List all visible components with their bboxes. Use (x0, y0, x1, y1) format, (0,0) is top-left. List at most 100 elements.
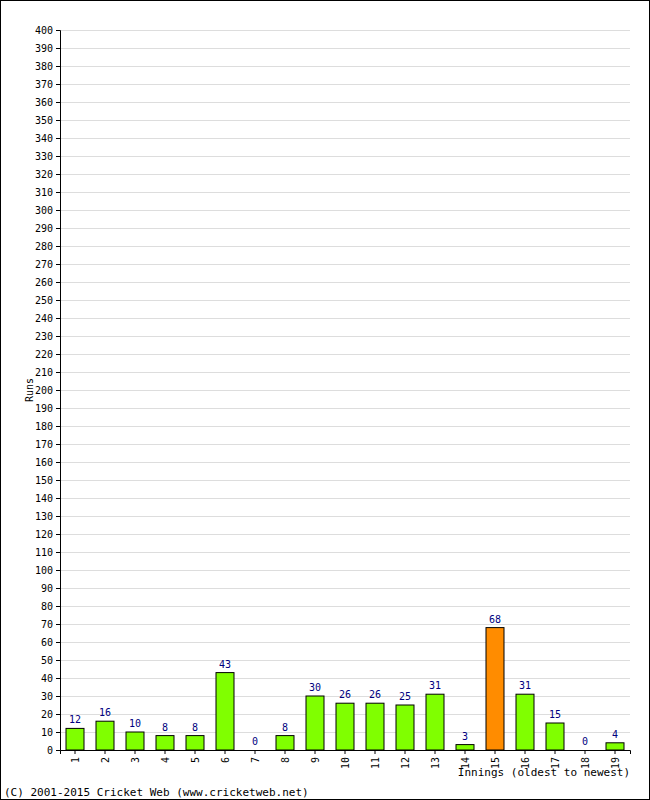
y-tick-label: 160 (35, 457, 53, 468)
y-tick-label: 70 (41, 619, 53, 630)
x-tick-mark (105, 750, 106, 754)
x-tick-mark (405, 750, 406, 754)
y-axis-title: Runs (24, 378, 35, 402)
x-tick-label: 8 (280, 757, 291, 763)
x-tick: 10 (340, 750, 351, 769)
y-tick-label: 290 (35, 223, 53, 234)
x-tick-mark (555, 750, 556, 754)
y-tick-mark (56, 318, 60, 319)
bar (486, 628, 504, 750)
y-axis: 0102030405060708090100110120130140150160… (35, 25, 61, 756)
y-tick: 360 (35, 97, 60, 108)
y-tick: 80 (41, 601, 60, 612)
y-tick-label: 380 (35, 61, 53, 72)
y-tick: 230 (35, 331, 60, 342)
bar (276, 736, 294, 750)
y-tick-mark (56, 282, 60, 283)
data-label: 0 (582, 736, 588, 747)
x-tick-mark (225, 750, 226, 754)
y-tick-label: 360 (35, 97, 53, 108)
y-tick: 350 (35, 115, 60, 126)
y-tick-mark (56, 408, 60, 409)
y-tick-label: 210 (35, 367, 53, 378)
y-tick-mark (56, 210, 60, 211)
x-tick: 9 (310, 750, 321, 763)
y-tick-mark (56, 516, 60, 517)
grid-line (60, 390, 630, 391)
y-tick-label: 130 (35, 511, 53, 522)
x-tick-label: 7 (250, 757, 261, 763)
y-tick: 280 (35, 241, 60, 252)
grid-line (60, 516, 630, 517)
y-tick-label: 20 (41, 709, 53, 720)
x-axis-line (61, 751, 631, 755)
y-tick-mark (56, 606, 60, 607)
y-tick-mark (56, 642, 60, 643)
x-tick-mark (255, 750, 256, 754)
grid-line (60, 336, 630, 337)
y-tick-mark (56, 372, 60, 373)
grid-line (60, 660, 630, 661)
data-label: 10 (129, 718, 141, 729)
data-label: 26 (369, 689, 381, 700)
x-tick-mark (465, 750, 466, 754)
y-tick: 140 (35, 493, 60, 504)
x-tick-mark (585, 750, 586, 754)
data-label: 16 (99, 707, 111, 718)
y-tick-label: 270 (35, 259, 53, 270)
bar (426, 694, 444, 750)
x-tick: 12 (400, 750, 411, 769)
y-tick: 340 (35, 133, 60, 144)
y-tick-label: 180 (35, 421, 53, 432)
y-tick-label: 310 (35, 187, 53, 198)
y-tick: 50 (41, 655, 60, 666)
data-label: 25 (399, 691, 411, 702)
data-label: 31 (519, 680, 531, 691)
y-tick-mark (56, 570, 60, 571)
data-labels: 1216108843083026262531368311504 (69, 614, 618, 747)
grid-line (60, 300, 630, 301)
y-tick: 310 (35, 187, 60, 198)
plot: 1216108843083026262531368311504010203040… (35, 25, 631, 769)
y-tick-mark (56, 552, 60, 553)
bar (606, 743, 624, 750)
grid-line (60, 624, 630, 625)
y-tick-mark (56, 390, 60, 391)
chart: 1216108843083026262531368311504010203040… (0, 0, 650, 800)
data-label: 31 (429, 680, 441, 691)
y-tick-mark (56, 66, 60, 67)
y-tick-label: 370 (35, 79, 53, 90)
y-tick-mark (56, 354, 60, 355)
data-label: 43 (219, 659, 231, 670)
bar (96, 721, 114, 750)
y-tick-mark (56, 156, 60, 157)
y-tick-label: 50 (41, 655, 53, 666)
bar (366, 703, 384, 750)
bar (126, 732, 144, 750)
y-tick: 380 (35, 61, 60, 72)
x-tick-mark (75, 750, 76, 754)
y-tick: 110 (35, 547, 60, 558)
y-tick-label: 120 (35, 529, 53, 540)
x-tick-mark (285, 750, 286, 754)
grid-line (60, 120, 630, 121)
x-tick: 8 (280, 750, 291, 763)
y-tick-label: 400 (35, 25, 53, 36)
y-tick-label: 260 (35, 277, 53, 288)
y-tick: 210 (35, 367, 60, 378)
grid-line (60, 480, 630, 481)
x-tick: 3 (130, 750, 141, 763)
x-tick-label: 3 (130, 757, 141, 763)
y-tick: 220 (35, 349, 60, 360)
y-tick-mark (56, 426, 60, 427)
bar (396, 705, 414, 750)
data-label: 26 (339, 689, 351, 700)
y-tick-mark (56, 750, 60, 751)
grid-line (60, 210, 630, 211)
grid-line (60, 264, 630, 265)
y-tick-label: 190 (35, 403, 53, 414)
bar (186, 736, 204, 750)
y-tick-label: 230 (35, 331, 53, 342)
y-tick-label: 150 (35, 475, 53, 486)
x-tick: 4 (160, 750, 171, 763)
